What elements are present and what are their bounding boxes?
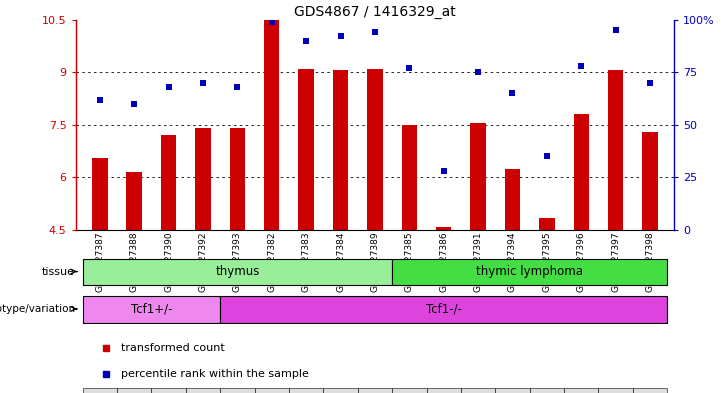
- Point: [163, 84, 174, 90]
- FancyBboxPatch shape: [323, 387, 358, 393]
- Bar: [367, 69, 383, 230]
- FancyBboxPatch shape: [392, 259, 667, 285]
- FancyBboxPatch shape: [461, 387, 495, 393]
- Point: [541, 153, 553, 160]
- Point: [507, 90, 518, 96]
- Point: [645, 79, 656, 86]
- FancyBboxPatch shape: [530, 387, 564, 393]
- Bar: [298, 69, 314, 230]
- FancyBboxPatch shape: [358, 387, 392, 393]
- Text: thymic lymphoma: thymic lymphoma: [476, 265, 583, 278]
- Bar: [573, 114, 589, 230]
- Bar: [229, 128, 245, 230]
- FancyBboxPatch shape: [255, 387, 289, 393]
- FancyBboxPatch shape: [427, 387, 461, 393]
- Bar: [642, 132, 658, 230]
- FancyBboxPatch shape: [117, 387, 151, 393]
- Bar: [470, 123, 486, 230]
- FancyBboxPatch shape: [495, 387, 530, 393]
- FancyBboxPatch shape: [633, 387, 667, 393]
- Point: [610, 27, 622, 33]
- FancyBboxPatch shape: [392, 387, 427, 393]
- Bar: [539, 218, 554, 230]
- Bar: [92, 158, 107, 230]
- Point: [94, 96, 105, 103]
- Bar: [402, 125, 417, 230]
- FancyBboxPatch shape: [186, 387, 220, 393]
- Point: [438, 168, 449, 174]
- Point: [197, 79, 208, 86]
- Bar: [505, 169, 521, 230]
- FancyBboxPatch shape: [220, 296, 667, 323]
- FancyBboxPatch shape: [151, 387, 186, 393]
- Point: [404, 65, 415, 71]
- Point: [266, 18, 278, 25]
- Bar: [126, 172, 142, 230]
- Bar: [161, 135, 177, 230]
- FancyBboxPatch shape: [83, 387, 117, 393]
- Point: [369, 29, 381, 35]
- Point: [128, 101, 140, 107]
- Text: transformed count: transformed count: [120, 343, 224, 353]
- Text: thymus: thymus: [215, 265, 260, 278]
- FancyBboxPatch shape: [598, 387, 633, 393]
- Point: [301, 38, 312, 44]
- Point: [575, 63, 587, 69]
- Point: [335, 33, 346, 40]
- Point: [472, 69, 484, 75]
- Bar: [264, 20, 280, 230]
- FancyBboxPatch shape: [220, 387, 255, 393]
- Text: genotype/variation: genotype/variation: [0, 304, 75, 314]
- Text: Tcf1-/-: Tcf1-/-: [425, 302, 461, 316]
- FancyBboxPatch shape: [564, 387, 598, 393]
- Bar: [608, 70, 624, 230]
- Bar: [333, 70, 348, 230]
- FancyBboxPatch shape: [83, 259, 392, 285]
- FancyBboxPatch shape: [83, 296, 220, 323]
- Bar: [195, 128, 211, 230]
- Point: [231, 84, 243, 90]
- FancyBboxPatch shape: [289, 387, 323, 393]
- Text: percentile rank within the sample: percentile rank within the sample: [120, 369, 309, 379]
- Text: tissue: tissue: [42, 266, 75, 277]
- Title: GDS4867 / 1416329_at: GDS4867 / 1416329_at: [294, 5, 456, 18]
- Bar: [436, 227, 451, 230]
- Text: Tcf1+/-: Tcf1+/-: [131, 302, 172, 316]
